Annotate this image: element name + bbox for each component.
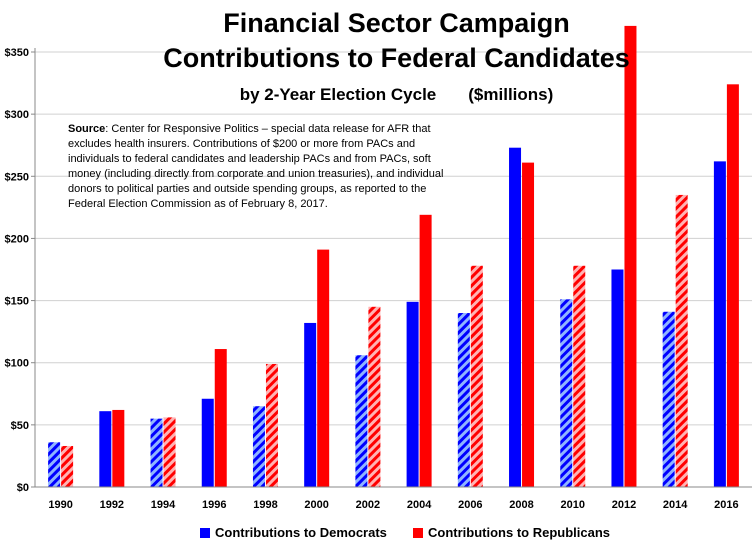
x-tick-label: 2004	[407, 499, 432, 511]
bar-republicans-2012	[624, 25, 637, 488]
x-tick-label: 1994	[151, 499, 176, 511]
chart-subtitle: by 2-Year Election Cycle	[239, 85, 437, 104]
legend-label-republicans: Contributions to Republicans	[428, 525, 610, 540]
bar-democrats-2004	[406, 301, 419, 487]
bar-democrats-2014	[662, 311, 675, 487]
bar-democrats-2010	[560, 299, 573, 487]
x-tick-label: 2006	[458, 499, 482, 511]
bar-republicans-2002	[368, 306, 381, 487]
source-note: Source: Center for Responsive Politics –…	[68, 122, 448, 212]
bar-democrats-1994	[150, 418, 163, 487]
bar-republicans-1996	[214, 349, 227, 487]
x-tick-label: 1992	[100, 499, 124, 511]
y-tick-label: $200	[5, 233, 29, 245]
chart-units: ($millions)	[468, 85, 554, 104]
bar-democrats-2016	[713, 161, 726, 487]
y-tick-label: $350	[5, 47, 29, 59]
x-tick-label: 2016	[714, 499, 738, 511]
bar-republicans-2008	[522, 162, 535, 487]
y-tick-label: $150	[5, 296, 29, 308]
bar-democrats-2006	[457, 313, 470, 487]
bar-republicans-2004	[419, 214, 432, 488]
x-tick-label: 2000	[304, 499, 328, 511]
bar-republicans-2000	[317, 249, 330, 487]
bar-democrats-2000	[304, 322, 317, 487]
x-tick-label: 1998	[253, 499, 277, 511]
x-tick-label: 2012	[612, 499, 636, 511]
legend: Contributions to Democrats Contributions…	[0, 525, 753, 545]
legend-item-democrats: Contributions to Democrats	[200, 525, 387, 540]
bar-republicans-2014	[675, 194, 688, 487]
x-tick-label: 2014	[663, 499, 688, 511]
y-tick-label: $250	[5, 171, 29, 183]
bar-republicans-2010	[573, 265, 586, 487]
chart-title-line2: Contributions to Federal Candidates	[163, 43, 630, 73]
bar-democrats-2002	[355, 355, 368, 487]
x-tick-label: 2010	[561, 499, 585, 511]
x-tick-label: 1996	[202, 499, 226, 511]
bar-democrats-2008	[509, 147, 522, 487]
chart-subtitle-row: by 2-Year Election Cycle ($millions)	[20, 86, 753, 103]
bar-democrats-1998	[252, 406, 265, 487]
bar-democrats-1996	[201, 398, 214, 487]
x-tick-label: 2008	[509, 499, 533, 511]
bar-republicans-2016	[726, 84, 739, 488]
bar-democrats-2012	[611, 269, 624, 487]
bar-republicans-1994	[163, 417, 176, 487]
y-tick-label: $100	[5, 358, 29, 370]
y-tick-label: $0	[17, 482, 29, 494]
bar-republicans-1998	[265, 363, 278, 487]
legend-swatch-democrats	[200, 528, 210, 538]
x-tick-label: 2002	[356, 499, 380, 511]
legend-label-democrats: Contributions to Democrats	[215, 525, 387, 540]
bar-democrats-1992	[99, 411, 112, 487]
bar-republicans-1992	[112, 409, 125, 487]
bar-republicans-2006	[470, 265, 483, 487]
y-tick-label: $50	[11, 420, 29, 432]
source-label: Source	[68, 123, 106, 135]
legend-swatch-republicans	[413, 528, 423, 538]
chart-title-line1: Financial Sector Campaign	[223, 8, 570, 38]
source-text: : Center for Responsive Politics – speci…	[68, 123, 444, 210]
bar-republicans-1990	[61, 445, 74, 487]
x-tick-label: 1990	[48, 499, 72, 511]
legend-item-republicans: Contributions to Republicans	[413, 525, 610, 540]
bar-democrats-1990	[48, 442, 61, 487]
y-tick-label: $300	[5, 109, 29, 121]
